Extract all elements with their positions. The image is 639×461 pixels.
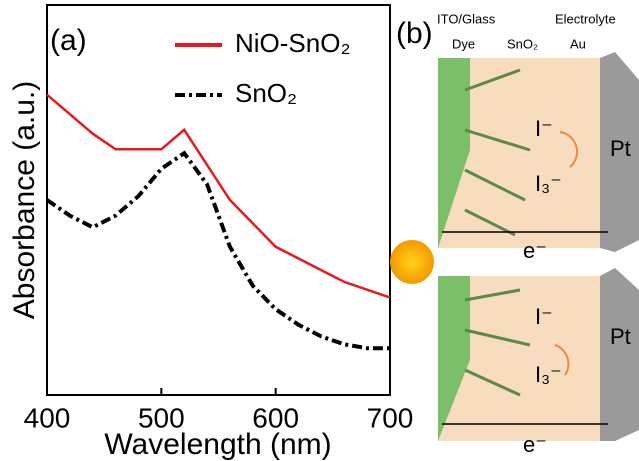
label: Electrolyte — [555, 11, 616, 26]
label: Dye — [452, 36, 475, 51]
label: SnO₂ — [507, 36, 538, 51]
label: ITO/Glass — [437, 11, 496, 26]
label: e⁻ — [523, 238, 547, 263]
label: I⁻ — [535, 304, 553, 329]
label: Au — [570, 36, 586, 51]
pt-plate-bottom — [600, 268, 639, 441]
label: e⁻ — [523, 432, 547, 457]
legend-label: NiO-SnO₂ — [235, 28, 351, 58]
data-line — [47, 95, 390, 298]
diagram — [390, 52, 639, 441]
x-tick-label: 700 — [367, 402, 414, 433]
label: I₃⁻ — [535, 362, 562, 387]
sun — [390, 240, 434, 284]
label: I⁻ — [535, 116, 553, 141]
panel-label: (a) — [50, 24, 87, 57]
x-tick-label: 400 — [24, 402, 71, 433]
label: I₃⁻ — [535, 171, 562, 196]
x-tick-label: 500 — [138, 402, 185, 433]
x-tick-label: 600 — [252, 402, 299, 433]
label: Pt — [610, 324, 631, 349]
label: Pt — [610, 136, 631, 161]
figure: (a) Wavelength (nm) Absorbance (a.u.) (b… — [0, 0, 639, 461]
legend-label: SnO₂ — [235, 78, 297, 108]
y-axis-label: Absorbance (a.u.) — [8, 81, 41, 319]
plot-frame — [47, 5, 390, 395]
panel-label: (b) — [396, 17, 433, 50]
